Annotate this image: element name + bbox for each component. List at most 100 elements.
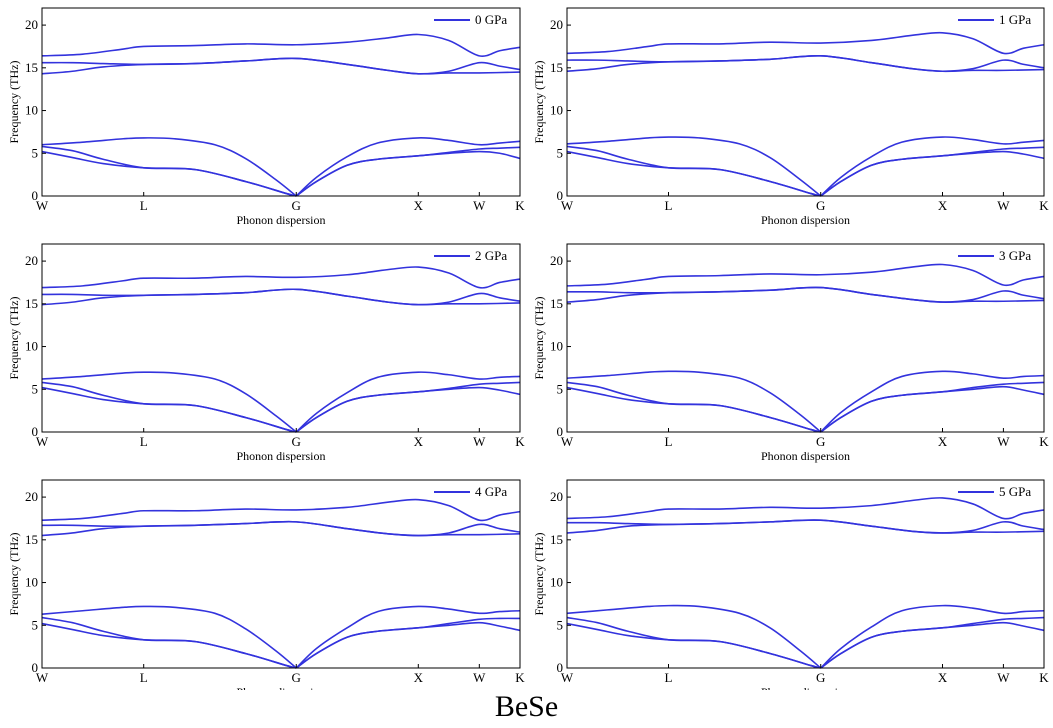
k-point-label: W <box>473 434 486 449</box>
phonon-band-line <box>41 145 297 197</box>
k-point-label: L <box>140 434 148 449</box>
chart-panel: 0 5 10 15 20 W L G X W K Phonon dispersion Frequency… <box>7 243 525 463</box>
y-tick-label: 20 <box>25 17 38 32</box>
phonon-band-line <box>820 370 1045 433</box>
phonon-band-line <box>566 145 821 197</box>
k-point-label: L <box>665 670 673 685</box>
legend-label: 1 GPa <box>999 12 1031 27</box>
phonon-band-line <box>41 288 521 306</box>
k-point-label: G <box>292 198 301 213</box>
chart-panel: 0 5 10 15 20 W L G X W K Phonon dispersion Frequency… <box>532 243 1049 463</box>
y-tick-label: 0 <box>32 188 39 203</box>
y-tick-label: 5 <box>32 617 39 632</box>
k-point-label: G <box>816 434 825 449</box>
y-tick-label: 0 <box>32 424 39 439</box>
k-point-label: G <box>292 670 301 685</box>
phonon-band-line <box>820 604 1045 669</box>
phonon-band-line <box>41 137 297 197</box>
chart-panel: 0 5 10 15 20 W L G X W K Phonon dispersion Frequency… <box>532 7 1049 227</box>
legend-label: 0 GPa <box>475 12 507 27</box>
k-point-label: X <box>414 198 424 213</box>
phonon-band-line <box>41 622 297 669</box>
y-axis-label: Frequency (THz) <box>7 61 21 144</box>
phonon-band-line <box>41 520 521 537</box>
y-axis-label: Frequency (THz) <box>532 297 546 380</box>
y-tick-label: 10 <box>25 339 38 354</box>
phonon-band-line <box>41 498 521 522</box>
y-tick-label: 15 <box>550 296 563 311</box>
y-tick-label: 10 <box>25 103 38 118</box>
y-axis-label: Frequency (THz) <box>532 533 546 616</box>
k-point-label: W <box>997 670 1010 685</box>
phonon-band-line <box>41 266 521 289</box>
k-point-label: K <box>515 670 525 685</box>
phonon-band-line <box>820 146 1045 197</box>
y-tick-label: 5 <box>557 145 564 160</box>
phonon-band-line <box>566 136 822 197</box>
k-point-label: W <box>473 198 486 213</box>
y-tick-label: 15 <box>550 60 563 75</box>
k-point-label: X <box>938 434 948 449</box>
phonon-band-line <box>820 381 1045 433</box>
legend-label: 2 GPa <box>475 248 507 263</box>
x-axis-label: Phonon dispersion <box>761 685 850 690</box>
k-point-label: K <box>515 434 525 449</box>
figure-title: BeSe <box>494 690 559 723</box>
y-tick-label: 0 <box>557 424 564 439</box>
k-point-label: K <box>1039 198 1049 213</box>
k-point-label: K <box>1039 434 1049 449</box>
k-point-label: W <box>36 434 49 449</box>
phonon-band-line <box>566 54 1045 73</box>
phonon-band-line <box>295 381 521 433</box>
phonon-band-line <box>820 136 1045 197</box>
y-axis-label: Frequency (THz) <box>532 61 546 144</box>
y-tick-label: 5 <box>32 381 39 396</box>
y-tick-label: 10 <box>25 575 38 590</box>
y-tick-label: 10 <box>550 103 563 118</box>
chart-panel: 0 5 10 15 20 W L G X W K Phonon dispersion Frequency… <box>7 7 525 227</box>
legend-label: 3 GPa <box>999 248 1031 263</box>
y-tick-label: 15 <box>25 532 38 547</box>
y-tick-label: 10 <box>550 575 563 590</box>
phonon-band-line <box>820 616 1045 669</box>
k-point-label: X <box>414 434 424 449</box>
y-axis-label: Frequency (THz) <box>7 533 21 616</box>
y-tick-label: 15 <box>25 296 38 311</box>
y-tick-label: 5 <box>557 617 564 632</box>
k-point-label: W <box>36 198 49 213</box>
y-tick-label: 15 <box>550 532 563 547</box>
phonon-band-line <box>41 381 297 433</box>
plot-frame <box>41 243 521 433</box>
k-point-label: X <box>414 670 424 685</box>
k-point-label: K <box>515 198 525 213</box>
y-tick-label: 5 <box>557 381 564 396</box>
y-tick-label: 0 <box>557 188 564 203</box>
legend-label: 5 GPa <box>999 484 1031 499</box>
phonon-band-line <box>41 33 521 57</box>
plot-frame <box>566 7 1045 197</box>
phonon-band-line <box>566 150 821 197</box>
phonon-band-line <box>566 381 821 433</box>
y-tick-label: 10 <box>550 339 563 354</box>
x-axis-label: Phonon dispersion <box>761 213 850 227</box>
k-point-label: G <box>816 198 825 213</box>
figure: 0 5 10 15 20 W L G X W K Phonon dispersion Frequency… <box>7 7 1049 690</box>
k-point-label: X <box>938 670 948 685</box>
phonon-band-line <box>566 263 1045 287</box>
phonon-band-line <box>566 370 822 433</box>
phonon-band-line <box>295 371 521 433</box>
y-tick-label: 20 <box>550 17 563 32</box>
phonon-band-line <box>41 616 297 669</box>
k-point-label: X <box>938 198 948 213</box>
phonon-band-line <box>566 519 1045 534</box>
phonon-band-line <box>41 386 297 433</box>
k-point-label: W <box>997 434 1010 449</box>
x-axis-label: Phonon dispersion <box>236 213 325 227</box>
chart-panel: 0 5 10 15 20 W L G X W K Phonon dispersion Frequency… <box>532 479 1049 690</box>
y-tick-label: 20 <box>25 253 38 268</box>
phonon-band-line <box>566 622 821 669</box>
k-point-label: G <box>292 434 301 449</box>
phonon-band-line <box>566 497 1045 520</box>
k-point-label: W <box>36 670 49 685</box>
phonon-band-line <box>295 137 521 197</box>
